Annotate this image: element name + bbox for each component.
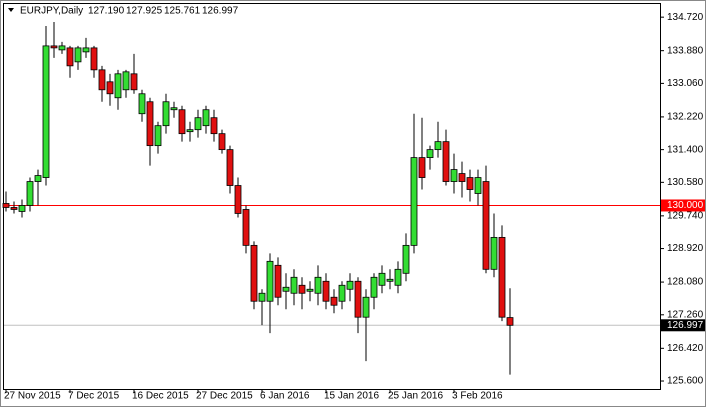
candle-body	[362, 296, 370, 318]
y-tick-label: 133.880	[667, 45, 704, 56]
y-tick-label: 131.400	[667, 144, 704, 155]
x-tick-label: 3 Feb 2016	[452, 391, 503, 402]
candle-body	[346, 280, 354, 290]
candle-body	[122, 71, 130, 91]
candle-body	[138, 93, 146, 115]
candle-body	[34, 175, 42, 182]
ohlc-value: 127.925	[126, 6, 163, 17]
candle-body	[98, 69, 106, 91]
price-label: 130.000	[667, 200, 704, 211]
candle-body	[130, 73, 138, 91]
candle-body	[50, 45, 58, 49]
candle-body	[426, 149, 434, 159]
ohlc-value: 127.190	[88, 6, 125, 17]
candle-body	[2, 203, 10, 208]
candle-body	[378, 272, 386, 286]
candle-body	[250, 244, 258, 302]
candle-body	[370, 276, 378, 298]
candle-body	[242, 209, 250, 246]
x-tick-label: 6 Jan 2016	[260, 391, 310, 402]
candle-body	[314, 276, 322, 294]
candle-body	[458, 173, 466, 182]
candle-body	[266, 260, 274, 302]
candle-body	[322, 280, 330, 302]
candle-body	[186, 129, 194, 133]
x-tick-label: 27 Nov 2015	[4, 391, 61, 402]
candle-body	[66, 47, 74, 67]
candle-body	[10, 207, 18, 210]
candle-body	[282, 286, 290, 292]
candle-body	[506, 317, 514, 326]
candle-body	[490, 236, 498, 270]
x-tick-label: 27 Dec 2015	[196, 391, 253, 402]
y-tick-label: 127.260	[667, 309, 704, 320]
ohlc-value: 125.761	[164, 6, 201, 17]
candle-body	[74, 47, 82, 63]
candle-body	[402, 244, 410, 274]
candle-body	[234, 185, 242, 214]
x-tick-label: 16 Dec 2015	[132, 391, 189, 402]
plot-border	[3, 3, 661, 390]
y-tick-label: 134.720	[667, 12, 704, 23]
candle-body	[114, 73, 122, 99]
y-tick-label: 125.600	[667, 376, 704, 387]
candle-body	[498, 236, 506, 318]
candle-body	[482, 181, 490, 270]
candle-body	[194, 117, 202, 131]
candle-body	[106, 81, 114, 95]
y-tick-label: 133.060	[667, 78, 704, 89]
candle-body	[18, 205, 26, 212]
candle-body	[450, 169, 458, 182]
candle-body	[42, 45, 50, 178]
candle-body	[146, 101, 154, 147]
x-tick-label: 15 Jan 2016	[324, 391, 379, 402]
price-label-box	[661, 319, 705, 332]
candle-body	[58, 45, 66, 51]
y-tick-label: 129.740	[667, 210, 704, 221]
candle-body	[210, 117, 218, 135]
price-label: 126.997	[667, 320, 704, 331]
y-tick-label: 128.080	[667, 277, 704, 288]
candle-body	[394, 268, 402, 286]
candle-body	[90, 47, 98, 71]
candle-body	[386, 278, 394, 282]
candle-body	[274, 264, 282, 298]
price-label-box	[661, 199, 705, 212]
candle-body	[442, 141, 450, 182]
candle-body	[178, 109, 186, 135]
candle-body	[418, 157, 426, 178]
y-tick-label: 132.220	[667, 112, 704, 123]
candle-body	[82, 47, 90, 53]
candle-body	[218, 133, 226, 151]
candle-body	[26, 181, 34, 206]
candle-body	[338, 284, 346, 302]
y-tick-label: 128.920	[667, 243, 704, 254]
candle-body	[162, 101, 170, 127]
candle-body	[354, 280, 362, 318]
candle-body	[170, 107, 178, 111]
candle-body	[410, 157, 418, 246]
symbol: EURJPY,Daily	[20, 6, 83, 17]
x-tick-label: 25 Jan 2016	[388, 391, 443, 402]
y-tick-label: 126.420	[667, 343, 704, 354]
candle-body	[330, 296, 338, 306]
candle-body	[466, 177, 474, 190]
y-tick-label: 130.580	[667, 177, 704, 188]
candle-body	[306, 288, 314, 292]
candle-body	[474, 177, 482, 194]
candle-body	[154, 125, 162, 147]
candle-body	[258, 292, 266, 302]
candle-body	[290, 276, 298, 294]
x-tick-label: 7 Dec 2015	[68, 391, 120, 402]
candle-body	[298, 284, 306, 294]
candle-body	[202, 109, 210, 127]
candle-body	[434, 141, 442, 151]
ohlc-value: 126.997	[202, 6, 239, 17]
candle-body	[226, 149, 234, 186]
menu-arrow[interactable]	[8, 8, 14, 12]
